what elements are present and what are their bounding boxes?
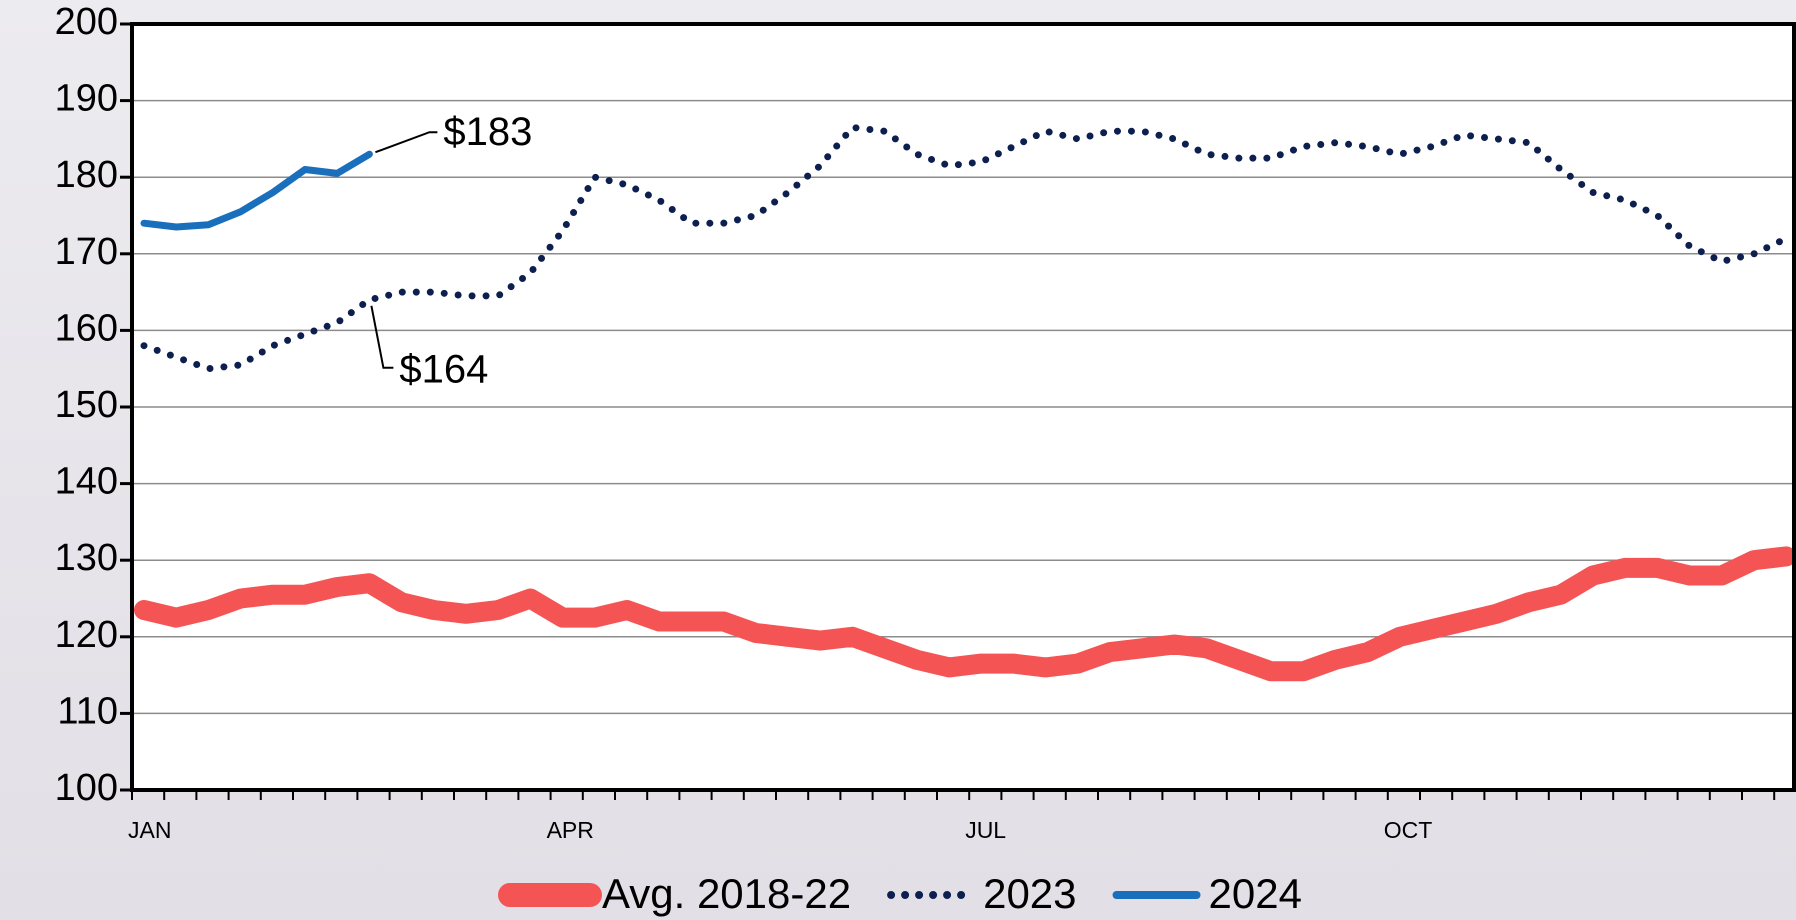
lines: [134, 123, 1796, 682]
y-tick-label: 110: [57, 690, 118, 732]
x-tick-label: APR: [547, 817, 594, 843]
y-tick-label: 200: [55, 1, 118, 43]
series-line: [134, 546, 1796, 682]
y-tick-label: 140: [55, 461, 118, 503]
leader-line: [370, 305, 394, 369]
x-tick-label: JAN: [128, 817, 171, 843]
legend-label: Avg. 2018-22: [602, 870, 851, 917]
x-tick-label: JUL: [965, 817, 1006, 843]
leader-line: [375, 131, 438, 154]
y-tick-label: 180: [55, 154, 118, 196]
series-line: [140, 150, 373, 231]
y-tick-label: 170: [55, 231, 118, 273]
y-tick-label: 150: [55, 384, 118, 426]
y-tick-label: 190: [55, 78, 118, 120]
legend-label: 2023: [983, 870, 1076, 917]
series-line: [140, 123, 1790, 373]
x-tick-label: OCT: [1384, 817, 1433, 843]
y-tick-label: 100: [55, 767, 118, 809]
legend-label: 2024: [1209, 870, 1302, 917]
data-label: $164: [399, 347, 488, 391]
data-label: $183: [443, 110, 532, 154]
y-tick-label: 120: [55, 614, 118, 656]
y-tick-label: 130: [55, 537, 118, 579]
y-tick-label: 160: [55, 307, 118, 349]
axes: 100 110 120 130 140 150 160 170 180 190 200 JAN APR J…: [55, 1, 1776, 843]
